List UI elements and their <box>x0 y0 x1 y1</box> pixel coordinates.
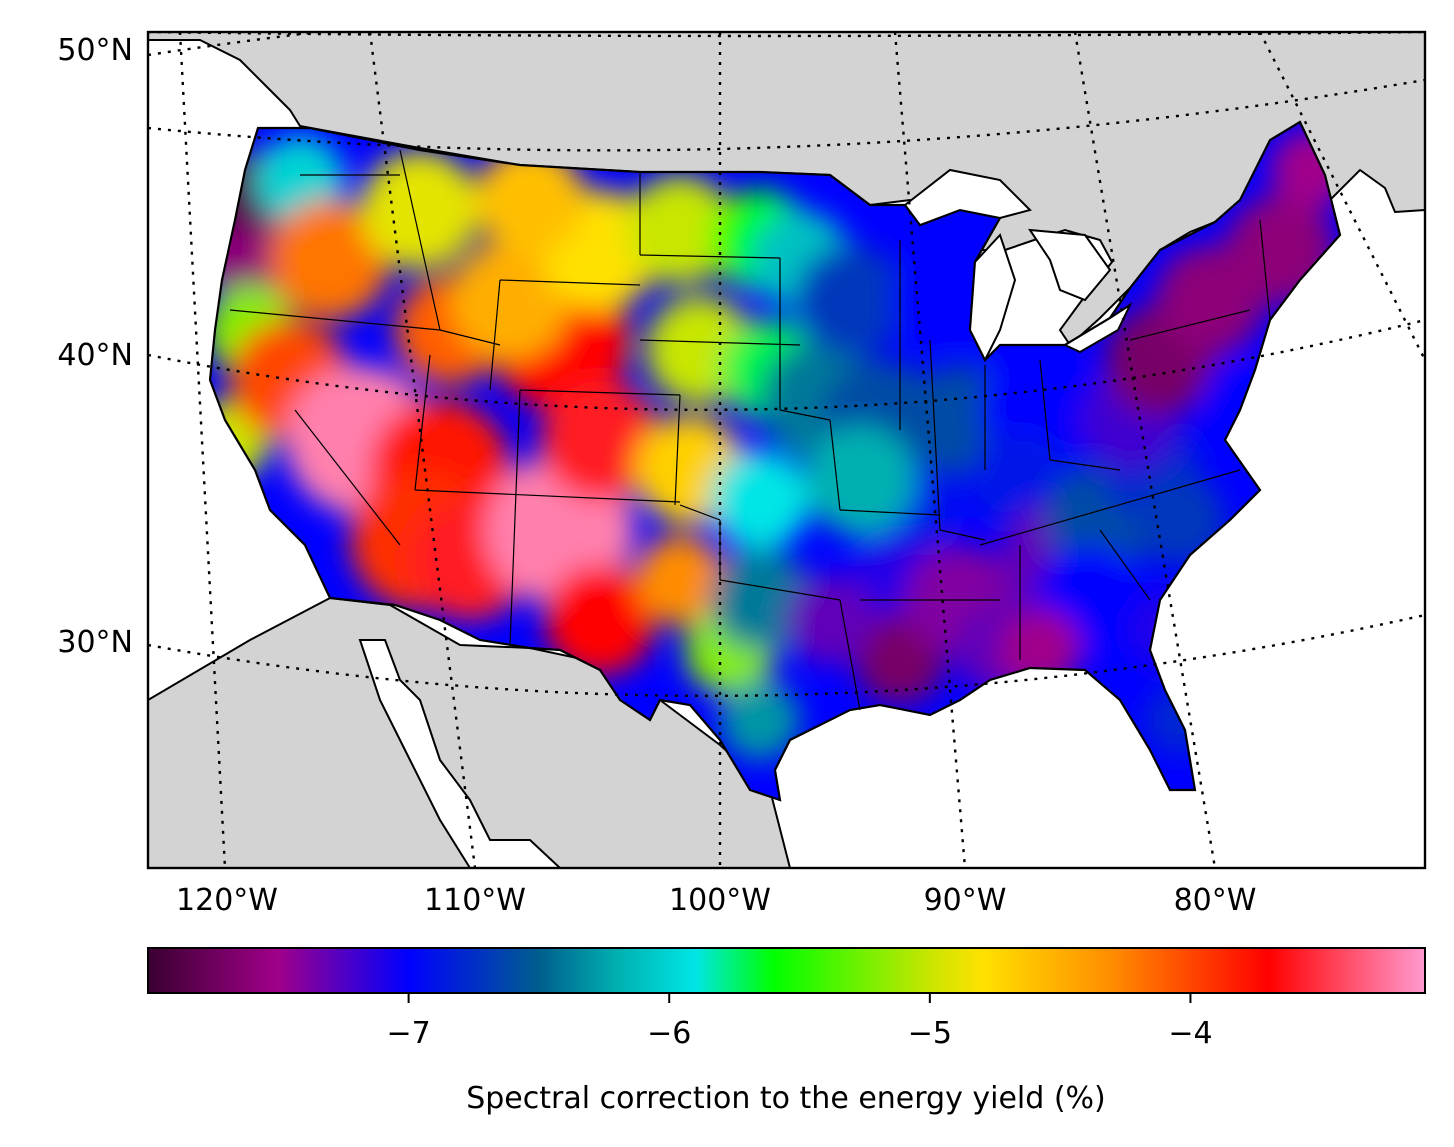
heatmap-cell <box>625 175 735 285</box>
lon-label-90w: 90°W <box>924 883 1007 918</box>
state-border-line <box>939 529 986 541</box>
colorbar-tick-label: −6 <box>647 1016 691 1051</box>
heatmap-cell <box>785 575 875 665</box>
lon-label-120w: 120°W <box>176 883 278 918</box>
state-borders <box>229 149 1271 711</box>
heatmap-cell <box>635 535 725 625</box>
state-border-line <box>829 419 841 511</box>
graticule <box>148 32 1425 868</box>
heatmap-cell <box>795 245 905 355</box>
state-border-line <box>489 279 501 391</box>
colorbar-ticks: −7 −6 −5 −4 <box>386 993 1213 1051</box>
graticule-line <box>148 318 1425 412</box>
lat-label-50: 50°N <box>57 33 133 68</box>
lake-michigan <box>968 233 1017 363</box>
state-border-line <box>1039 359 1051 461</box>
state-border-line <box>499 279 641 286</box>
heatmap-cell <box>360 150 480 270</box>
lon-label-110w: 110°W <box>424 883 526 918</box>
colorbar-label: Spectral correction to the energy yield … <box>466 1081 1106 1116</box>
state-border-line <box>1099 529 1151 601</box>
state-border-line <box>414 489 681 503</box>
state-border-line <box>929 339 941 531</box>
state-border-line <box>839 509 941 516</box>
map-frame <box>146 30 1427 870</box>
state-border-line <box>639 254 781 259</box>
lake-superior <box>903 168 1032 227</box>
heatmap-cell <box>805 425 915 535</box>
graticule-line <box>1258 32 1425 361</box>
state-border-line <box>679 504 721 521</box>
state-border-line <box>1129 309 1251 341</box>
lon-label-100w: 100°W <box>669 883 771 918</box>
heatmap-cell <box>710 550 810 650</box>
graticule-line <box>368 32 477 868</box>
colorbar <box>147 947 1426 994</box>
lon-label-80w: 80°W <box>1174 883 1257 918</box>
state-border-line <box>399 149 441 331</box>
state-border-line <box>719 579 841 601</box>
state-border-line <box>1259 219 1271 321</box>
lake-erie <box>1062 302 1133 354</box>
heatmap-cell <box>475 145 585 255</box>
state-border-line <box>229 309 441 331</box>
heatmap-cell <box>710 450 810 550</box>
heatmap-cell <box>450 240 570 360</box>
state-border-line <box>519 389 681 396</box>
graticule-line <box>148 613 1425 698</box>
heatmap-cell <box>545 565 655 675</box>
graticule-line <box>1073 32 1217 868</box>
lake-huron <box>1028 228 1112 302</box>
map-area <box>148 32 1425 868</box>
state-border-line <box>779 409 831 421</box>
state-border-line <box>979 469 1241 546</box>
state-border-line <box>674 394 681 506</box>
lat-label-40: 40°N <box>57 338 133 373</box>
state-border-line <box>414 354 431 491</box>
heatmap-cell <box>540 380 660 500</box>
graticule-line <box>148 32 1425 38</box>
heatmap-cell <box>270 200 390 320</box>
state-border-line <box>294 409 401 546</box>
state-border-line <box>509 389 521 646</box>
heatmap-cell <box>720 680 800 760</box>
colorbar-tick-label: −5 <box>908 1016 952 1051</box>
state-border-line <box>1049 459 1121 471</box>
lat-label-30: 30°N <box>57 625 133 660</box>
colorbar-tick-label: −4 <box>1168 1016 1212 1051</box>
heatmap-cell <box>890 250 990 350</box>
colorbar-tick-label: −7 <box>386 1016 430 1051</box>
state-border-line <box>439 329 501 346</box>
heatmap-cell <box>1135 475 1225 565</box>
